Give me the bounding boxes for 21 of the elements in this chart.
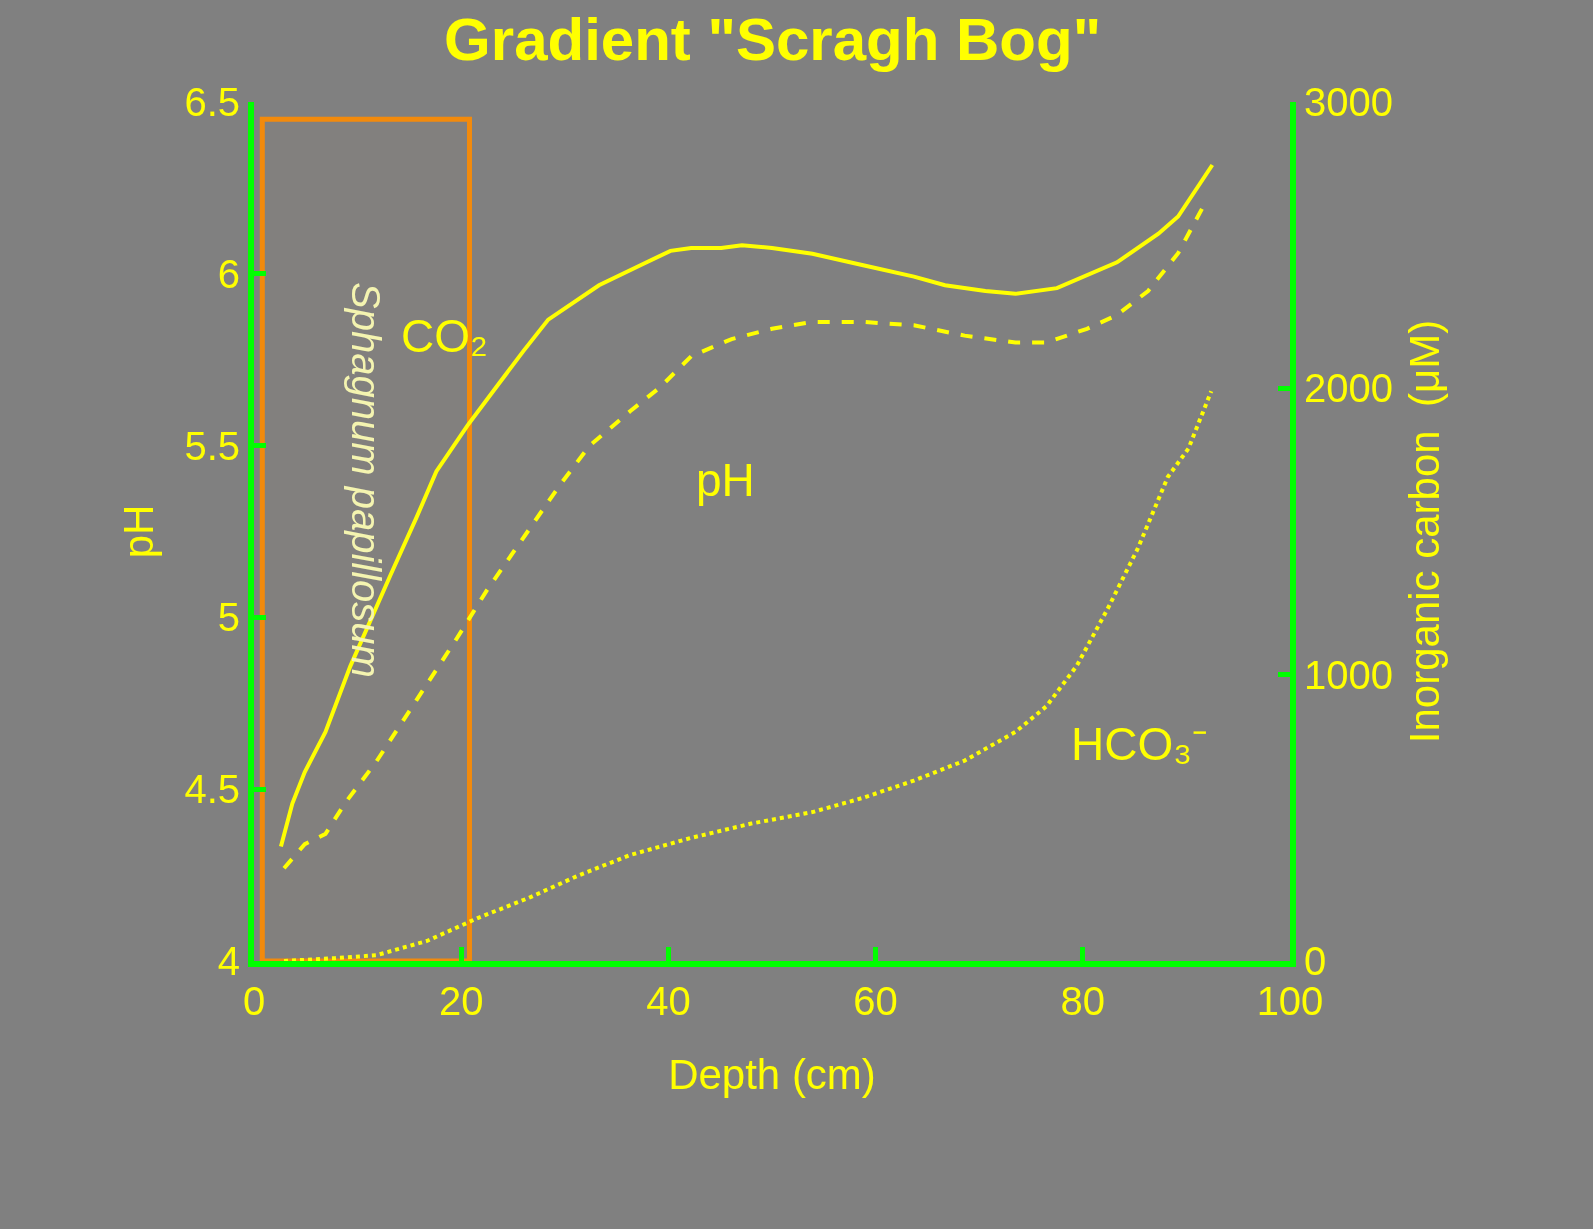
band-label: Sphagnum papillosum [343, 282, 388, 678]
y-tick-label: 6 [217, 251, 240, 296]
x-tick-label: 80 [1060, 979, 1106, 1023]
y2-axis-title: Inorganic carbon (μM) [1401, 319, 1449, 744]
y2-tick-label: 3000 [1304, 80, 1393, 124]
y-tick-label: 4 [217, 939, 240, 983]
annotation: HCO₃⁻ [1071, 718, 1208, 770]
y2-tick-label: 2000 [1304, 366, 1393, 411]
y-tick-label: 6.5 [184, 80, 240, 124]
x-tick-label: 0 [242, 979, 266, 1023]
y-tick-label: 5.5 [184, 423, 240, 468]
x-tick-label: 20 [438, 979, 484, 1023]
y-axis-title: pH [114, 504, 162, 559]
x-tick-label: 40 [646, 979, 691, 1023]
chart-title: Gradient "Scragh Bog" [444, 6, 1102, 74]
y-tick-label: 5 [217, 595, 240, 640]
y-tick-label: 4.5 [184, 767, 240, 812]
x-axis-title: Depth (cm) [668, 1051, 876, 1099]
x-tick-label: 60 [853, 979, 898, 1023]
y2-tick-label: 1000 [1304, 652, 1393, 697]
annotation: pH [696, 454, 755, 506]
